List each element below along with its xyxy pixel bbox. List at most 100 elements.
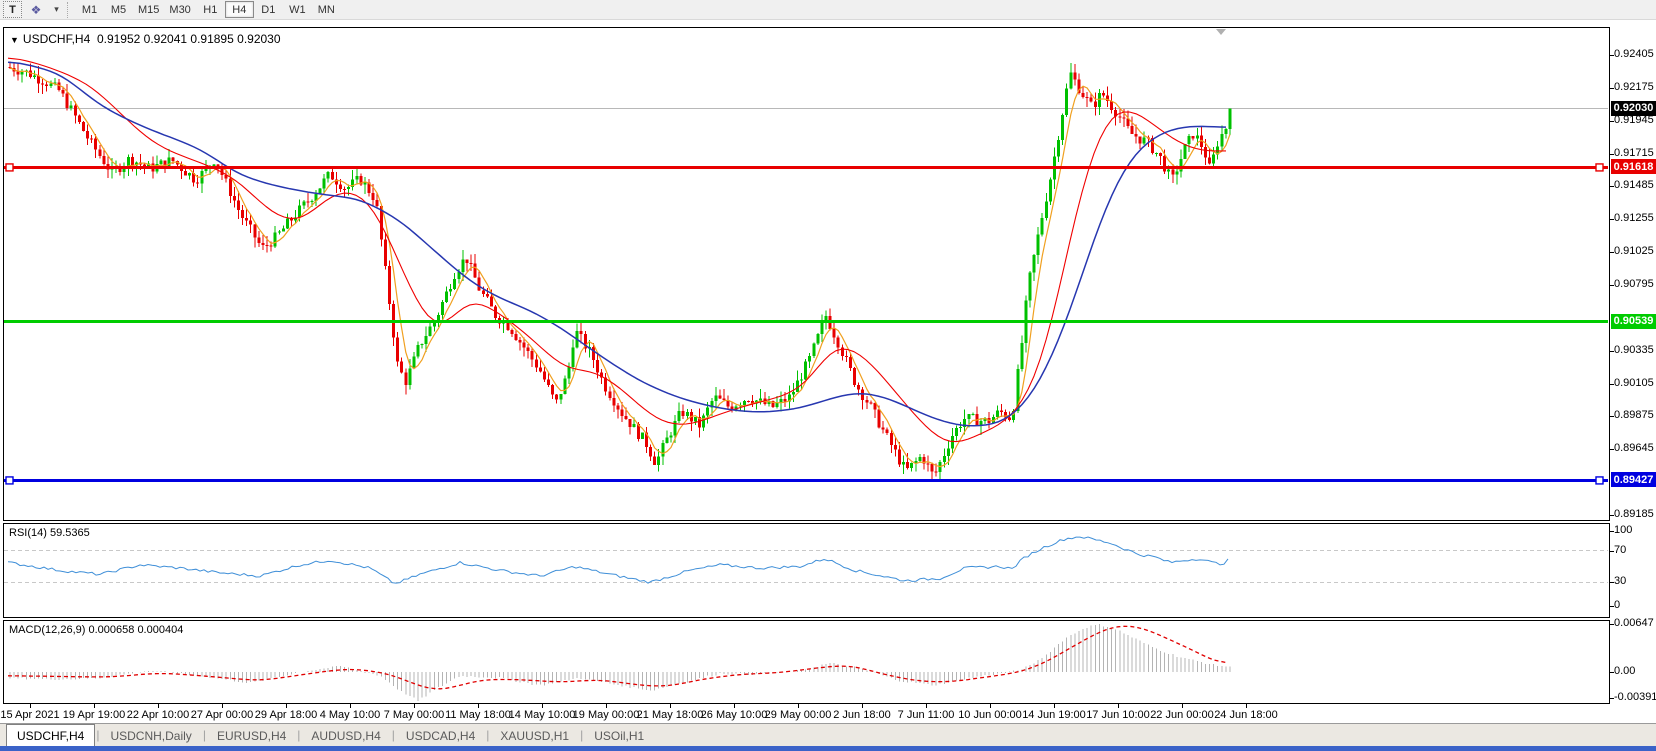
price-axis-tick bbox=[1610, 449, 1614, 451]
timeframe-button-m5[interactable]: M5 bbox=[104, 1, 133, 18]
time-axis-label: 2 Jun 18:00 bbox=[833, 709, 891, 721]
time-axis-tick bbox=[670, 704, 671, 708]
candlestick-chart[interactable] bbox=[4, 28, 1609, 520]
rsi-value: 59.5365 bbox=[49, 527, 90, 539]
time-axis-tick bbox=[94, 704, 95, 708]
timeframe-button-m1[interactable]: M1 bbox=[75, 1, 104, 18]
rsi-line bbox=[7, 536, 1229, 584]
tab-xauusd[interactable]: XAUUSD,H1 bbox=[500, 729, 570, 743]
rsi-axis-tick bbox=[1610, 606, 1614, 607]
price-axis-label: 0.90105 bbox=[1614, 376, 1654, 389]
timeframe-button-w1[interactable]: W1 bbox=[283, 1, 312, 18]
symbol-label: USDCHF,H4 bbox=[22, 32, 91, 46]
timeframe-button-m15[interactable]: M15 bbox=[133, 1, 164, 18]
tab-eurusd[interactable]: EURUSD,H4 bbox=[216, 729, 287, 743]
price-axis-tick bbox=[1610, 219, 1614, 221]
tab-separator: | bbox=[297, 728, 301, 742]
price-axis-tick bbox=[1610, 350, 1614, 352]
time-axis-tick bbox=[926, 704, 927, 708]
time-axis-tick bbox=[1182, 704, 1183, 708]
collapse-icon[interactable]: ▼ bbox=[10, 35, 19, 45]
rsi-axis-tick bbox=[1610, 550, 1614, 552]
time-axis-label: 14 May 10:00 bbox=[508, 709, 576, 721]
tab-usdchf[interactable]: USDCHF,H4 bbox=[6, 724, 96, 746]
price-axis-label: 0.91025 bbox=[1614, 245, 1654, 258]
price-chart-panel[interactable]: ▼ USDCHF,H4 0.91952 0.92041 0.91895 0.920… bbox=[3, 27, 1610, 521]
time-axis-tick bbox=[1246, 704, 1247, 708]
time-axis-tick bbox=[158, 704, 159, 708]
support-line[interactable] bbox=[4, 476, 1608, 485]
price-axis-tick bbox=[1610, 120, 1614, 122]
toolbar-separator bbox=[67, 1, 72, 18]
time-axis-tick bbox=[990, 704, 991, 708]
price-axis-tick bbox=[1610, 87, 1614, 89]
window-bottom-strip bbox=[0, 746, 1656, 751]
tab-separator: | bbox=[580, 728, 584, 742]
time-axis-label: 7 Jun 11:00 bbox=[897, 709, 955, 721]
time-axis-label: 26 May 10:00 bbox=[700, 709, 768, 721]
candles bbox=[8, 61, 1232, 481]
timeframe-button-h1[interactable]: H1 bbox=[196, 1, 225, 18]
tab-separator: | bbox=[391, 728, 395, 742]
rsi-axis-tick bbox=[1610, 531, 1614, 532]
current-price-badge: 0.92030 bbox=[1611, 100, 1656, 116]
chart-shift-marker[interactable] bbox=[1216, 29, 1226, 35]
rsi-axis-label: 70 bbox=[1614, 543, 1627, 556]
time-axis-tick bbox=[734, 704, 735, 708]
macd-axis-label: 0.00647 bbox=[1614, 616, 1654, 629]
tool-dropdown-button[interactable]: ▾ bbox=[50, 1, 63, 18]
time-axis-label: 22 Apr 10:00 bbox=[126, 709, 190, 721]
resistance-line-badge: 0.91618 bbox=[1611, 159, 1656, 175]
time-axis-tick bbox=[222, 704, 223, 708]
price-axis-label: 0.89875 bbox=[1614, 409, 1654, 422]
time-axis-label: 4 May 10:00 bbox=[319, 709, 381, 721]
price-axis-label: 0.89185 bbox=[1614, 508, 1654, 520]
time-axis-tick bbox=[350, 704, 351, 708]
tab-audusd[interactable]: AUDUSD,H4 bbox=[311, 729, 381, 743]
timeframe-button-h4[interactable]: H4 bbox=[224, 1, 254, 18]
time-axis-label: 29 May 00:00 bbox=[764, 709, 832, 721]
time-axis-label: 19 May 00:00 bbox=[572, 709, 640, 721]
rsi-chart[interactable] bbox=[4, 524, 1609, 617]
layers-icon: ❖ bbox=[30, 2, 42, 17]
close-value: 0.92030 bbox=[237, 32, 281, 46]
macd-chart[interactable] bbox=[4, 621, 1609, 703]
rsi-axis-label: 30 bbox=[1614, 575, 1627, 588]
macd-axis-tick bbox=[1610, 672, 1614, 673]
text-tool-button[interactable]: T bbox=[3, 1, 22, 18]
objects-tool-button[interactable]: ❖ bbox=[24, 1, 48, 18]
macd-panel[interactable]: MACD(12,26,9) 0.000658 0.000404 bbox=[3, 620, 1610, 704]
price-axis-label: 0.91485 bbox=[1614, 179, 1654, 192]
timeframe-button-mn[interactable]: MN bbox=[312, 1, 341, 18]
rsi-axis-tick bbox=[1610, 582, 1614, 584]
rsi-panel[interactable]: RSI(14) 59.5365 bbox=[3, 523, 1610, 618]
price-axis-label: 0.91255 bbox=[1614, 212, 1654, 225]
resistance-line[interactable] bbox=[4, 163, 1608, 172]
timeframe-button-d1[interactable]: D1 bbox=[254, 1, 283, 18]
time-axis-label: 15 Apr 2021 bbox=[0, 709, 60, 721]
macd-axis-tick bbox=[1610, 698, 1614, 699]
price-axis: 0.92405 0.92175 0.91945 0.91715 0.91485 0.912… bbox=[1610, 20, 1656, 725]
timeframe-button-m30[interactable]: M30 bbox=[164, 1, 195, 18]
time-axis-tick bbox=[30, 704, 31, 708]
macd-histogram bbox=[9, 623, 1231, 702]
time-axis-tick bbox=[1054, 704, 1055, 708]
time-axis-tick bbox=[542, 704, 543, 708]
time-axis-tick bbox=[798, 704, 799, 708]
price-axis-tick bbox=[1610, 515, 1614, 516]
macd-axis-tick bbox=[1610, 623, 1614, 625]
time-axis-tick bbox=[414, 704, 415, 708]
macd-label: MACD(12,26,9) 0.000658 0.000404 bbox=[9, 624, 184, 636]
time-axis-label: 10 Jun 00:00 bbox=[958, 709, 1022, 721]
tab-separator: | bbox=[96, 728, 100, 742]
price-axis-label: 0.90335 bbox=[1614, 343, 1654, 356]
tab-usoil[interactable]: USOil,H1 bbox=[594, 729, 645, 743]
tab-usdcnh[interactable]: USDCNH,Daily bbox=[110, 729, 192, 743]
time-axis-label: 14 Jun 19:00 bbox=[1022, 709, 1086, 721]
low-value: 0.91895 bbox=[190, 32, 234, 46]
rsi-axis-label: 0 bbox=[1614, 599, 1621, 611]
rsi-label: RSI(14) 59.5365 bbox=[9, 527, 90, 539]
tab-usdcad[interactable]: USDCAD,H4 bbox=[405, 729, 476, 743]
time-axis-label: 19 Apr 19:00 bbox=[62, 709, 126, 721]
